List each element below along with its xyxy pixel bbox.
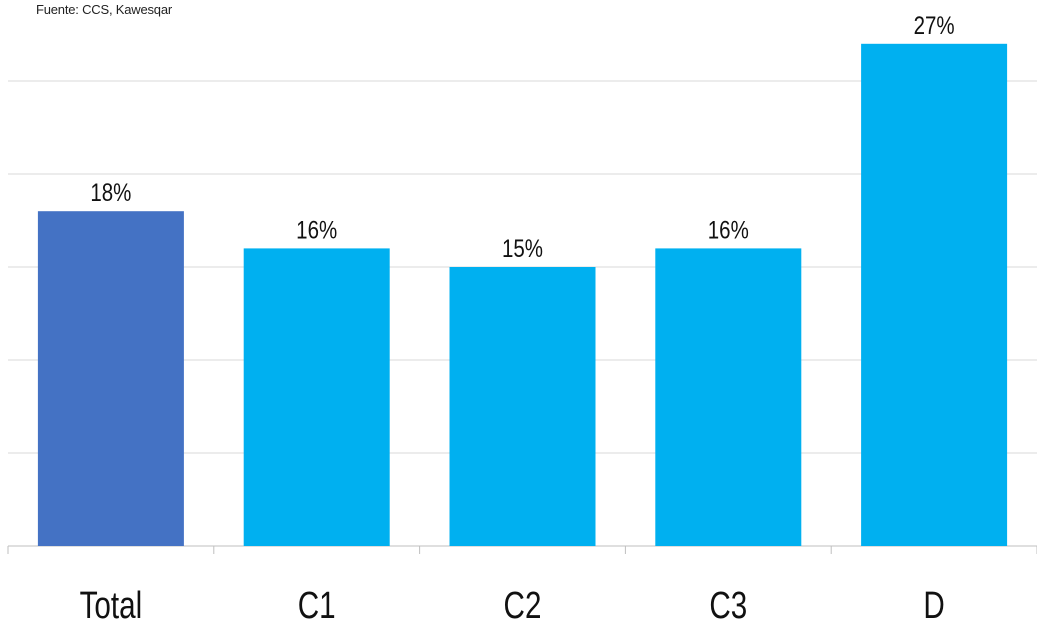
x-tick-label-c2: C2 xyxy=(504,585,542,621)
bar-c2 xyxy=(449,267,596,546)
x-tick-label-d: D xyxy=(923,585,944,621)
data-label-total: 18% xyxy=(90,178,131,206)
data-label-c3: 16% xyxy=(708,215,749,243)
bar-c1 xyxy=(243,248,390,546)
data-label-c2: 15% xyxy=(502,234,543,262)
x-tick-label-c3: C3 xyxy=(709,585,747,621)
data-labels: 18% 16% 15% 16% 27% xyxy=(90,11,954,263)
x-tick-label-total: Total xyxy=(80,585,143,621)
x-axis xyxy=(7,545,1037,554)
data-label-d: 27% xyxy=(914,11,955,39)
bar-total xyxy=(37,211,184,546)
source-note: Fuente: CCS, Kawesqar xyxy=(36,2,172,17)
bar-c3 xyxy=(655,248,802,546)
bar-d xyxy=(861,43,1008,547)
x-tick-labels: Total C1 C2 C3 D xyxy=(80,585,945,621)
bars xyxy=(37,43,1008,547)
x-tick-label-c1: C1 xyxy=(298,585,336,621)
data-label-c1: 16% xyxy=(296,215,337,243)
